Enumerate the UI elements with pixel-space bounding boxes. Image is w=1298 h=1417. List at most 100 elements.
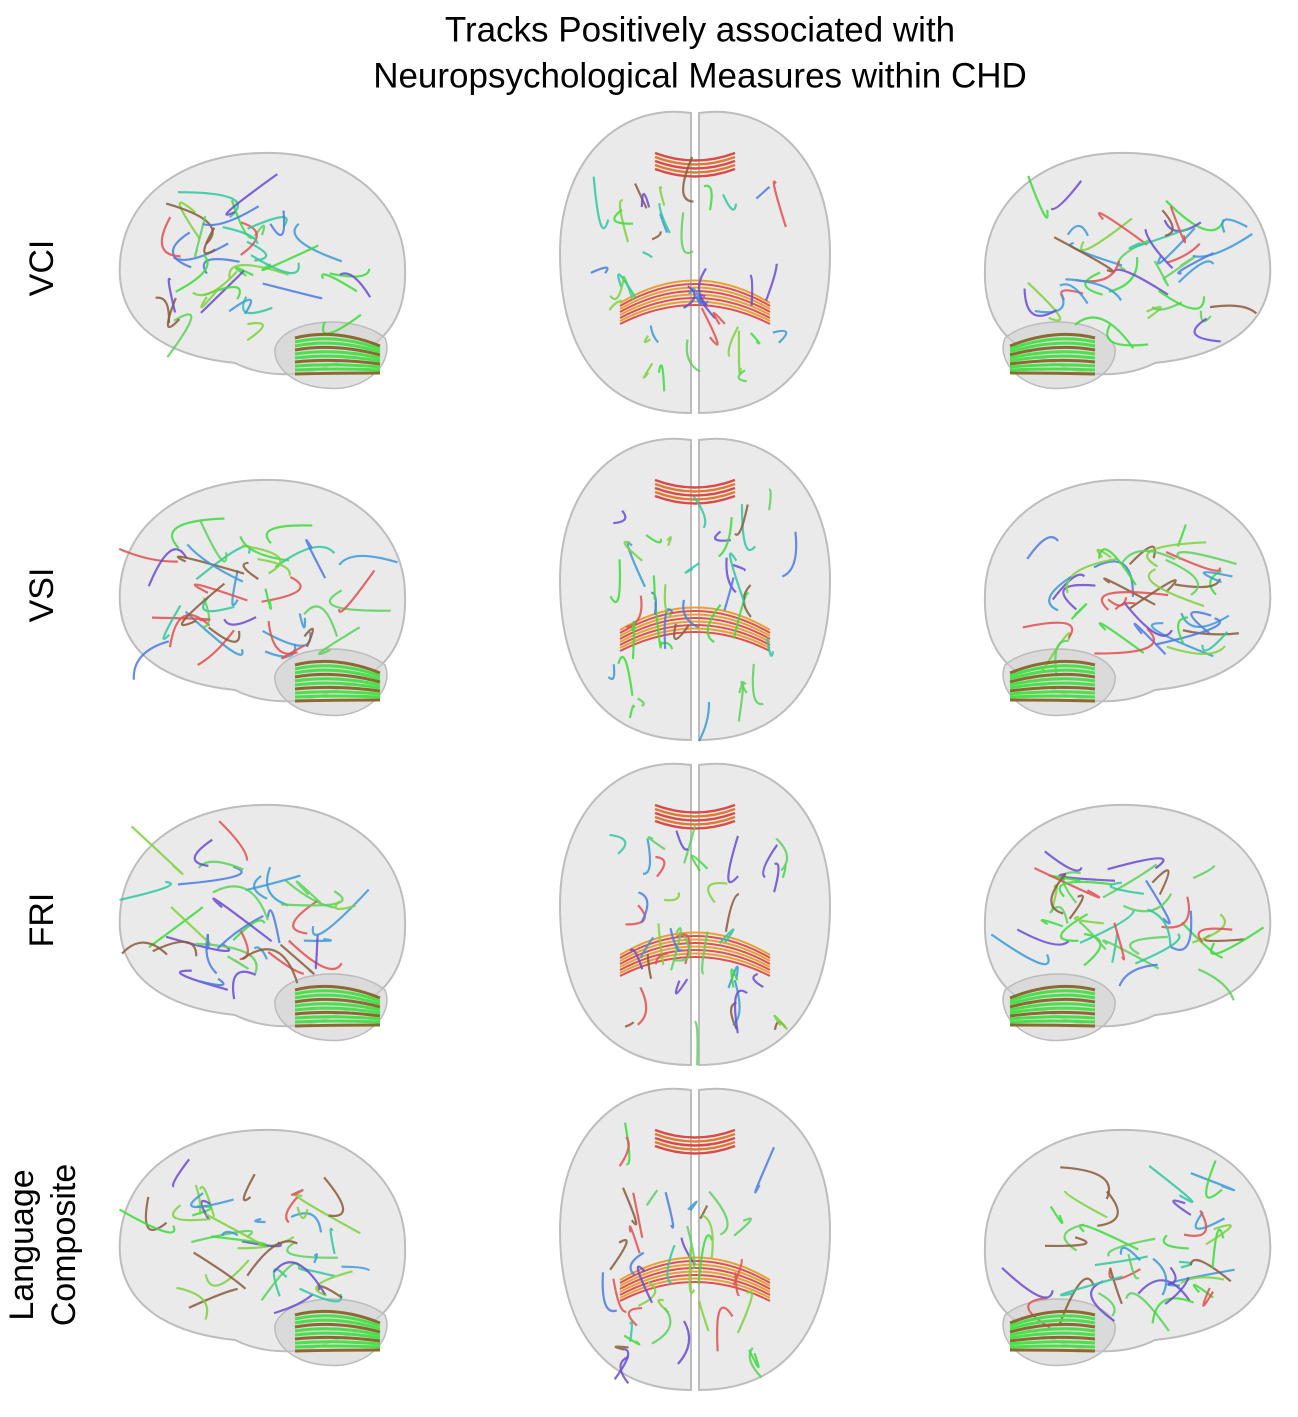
fiber-tract: [1102, 939, 1160, 970]
fiber-tract: [148, 906, 204, 949]
sagittal-brain: [118, 478, 407, 717]
fiber-tract: [204, 1259, 250, 1287]
fiber-tract: [199, 1185, 216, 1218]
fiber-tract: [294, 690, 381, 696]
fiber-tract: [232, 970, 257, 1000]
fiber-tract: [703, 184, 713, 211]
fiber-tract: [765, 263, 778, 302]
fiber-tract: [1144, 228, 1174, 270]
sagittal-brain: [983, 803, 1272, 1042]
fiber-tract: [1009, 664, 1096, 678]
fiber-tract: [1009, 659, 1096, 675]
fiber-tract: [592, 176, 610, 230]
fiber-tract: [654, 1128, 736, 1139]
fiber-tract: [294, 341, 381, 354]
fiber-tract: [1202, 571, 1233, 584]
fiber-tract: [609, 277, 625, 301]
sagittal-brain: [983, 478, 1272, 717]
fiber-tract: [613, 208, 634, 225]
fiber-tract: [618, 199, 630, 243]
fiber-tract: [286, 1241, 339, 1259]
fiber-tract: [637, 891, 649, 924]
fiber-tract: [1009, 698, 1096, 703]
fiber-tract: [193, 1251, 247, 1290]
hemisphere: [558, 762, 692, 1067]
fiber-tract: [264, 588, 272, 610]
figure-title: Tracks Positively associated with Neurops…: [373, 10, 1027, 95]
fiber-tract: [294, 1015, 381, 1021]
fiber-tract: [1009, 1331, 1096, 1340]
fiber-tract: [212, 885, 269, 921]
fiber-tract: [601, 1272, 618, 1313]
fiber-tract: [1065, 278, 1122, 302]
fiber-tract: [1009, 685, 1096, 693]
fiber-tract: [294, 1023, 381, 1028]
fiber-tract: [654, 494, 736, 505]
row-label: Language: [3, 1169, 41, 1320]
fiber-tract: [1121, 549, 1176, 564]
sagittal-brain: [118, 1128, 407, 1367]
fiber-tract: [294, 350, 381, 360]
fiber-tract: [1202, 1287, 1215, 1307]
fiber-tract: [328, 589, 391, 612]
fiber-tract: [294, 337, 381, 351]
fiber-tract: [773, 862, 780, 893]
fiber-tract: [1026, 536, 1059, 560]
fiber-tract: [1209, 926, 1265, 955]
fiber-tract: [119, 880, 173, 901]
fiber-tract: [1001, 1267, 1054, 1299]
fiber-tract: [294, 1318, 381, 1331]
axial-brain: [558, 110, 832, 415]
fiber-tract: [1145, 879, 1171, 925]
fiber-tract: [1009, 1344, 1096, 1349]
fiber-tract: [680, 1237, 696, 1266]
fiber-tract: [1167, 1266, 1177, 1286]
fiber-tract: [160, 216, 181, 258]
fiber-tract: [684, 562, 700, 574]
fiber-tract: [642, 362, 654, 379]
fiber-tract: [273, 1261, 326, 1296]
fiber-tract: [313, 1253, 318, 1264]
fiber-tract: [619, 1277, 771, 1299]
fiber-tract: [1063, 1190, 1108, 1219]
fiber-tract: [1009, 993, 1096, 1006]
fiber-tract: [1009, 672, 1096, 684]
fiber-tract: [203, 227, 216, 255]
fiber-tract: [708, 1190, 729, 1236]
fiber-tract: [152, 940, 198, 957]
fiber-tract: [740, 680, 748, 694]
fiber-tract: [1009, 367, 1096, 372]
fiber-tract: [1034, 294, 1065, 314]
fiber-tract: [172, 1158, 190, 1188]
fiber-tract: [619, 935, 771, 959]
fiber-tract: [674, 978, 689, 995]
fiber-tract: [267, 620, 298, 655]
fiber-tract: [261, 576, 302, 603]
fiber-tract: [654, 807, 736, 818]
fiber-tract: [281, 644, 306, 660]
fiber-tract: [590, 266, 609, 274]
fiber-tract: [687, 1200, 698, 1212]
fiber-tract: [241, 948, 299, 984]
fiber-tract: [221, 1230, 239, 1237]
fiber-tract: [654, 486, 736, 497]
title-line: Tracks Positively associated with: [445, 10, 955, 49]
fiber-tract: [619, 938, 771, 962]
fiber-tract: [294, 1193, 361, 1235]
sagittal-brain: [983, 1128, 1272, 1367]
fiber-tract: [617, 273, 637, 299]
sagittal-brain: [118, 803, 407, 1042]
fiber-tract: [1166, 645, 1226, 655]
fiber-tract: [698, 294, 716, 320]
fiber-tract: [294, 1010, 381, 1018]
fiber-tract: [216, 914, 264, 950]
fiber-tract: [649, 325, 660, 344]
fiber-tract: [1165, 558, 1200, 596]
fiber-tract: [1155, 617, 1221, 646]
fiber-tract: [722, 193, 738, 211]
fiber-tract: [1065, 557, 1117, 594]
fiber-tract: [614, 1345, 629, 1351]
fiber-tract: [619, 1355, 630, 1384]
fiber-tract: [624, 1021, 635, 1028]
fiber-tract: [1080, 217, 1133, 252]
